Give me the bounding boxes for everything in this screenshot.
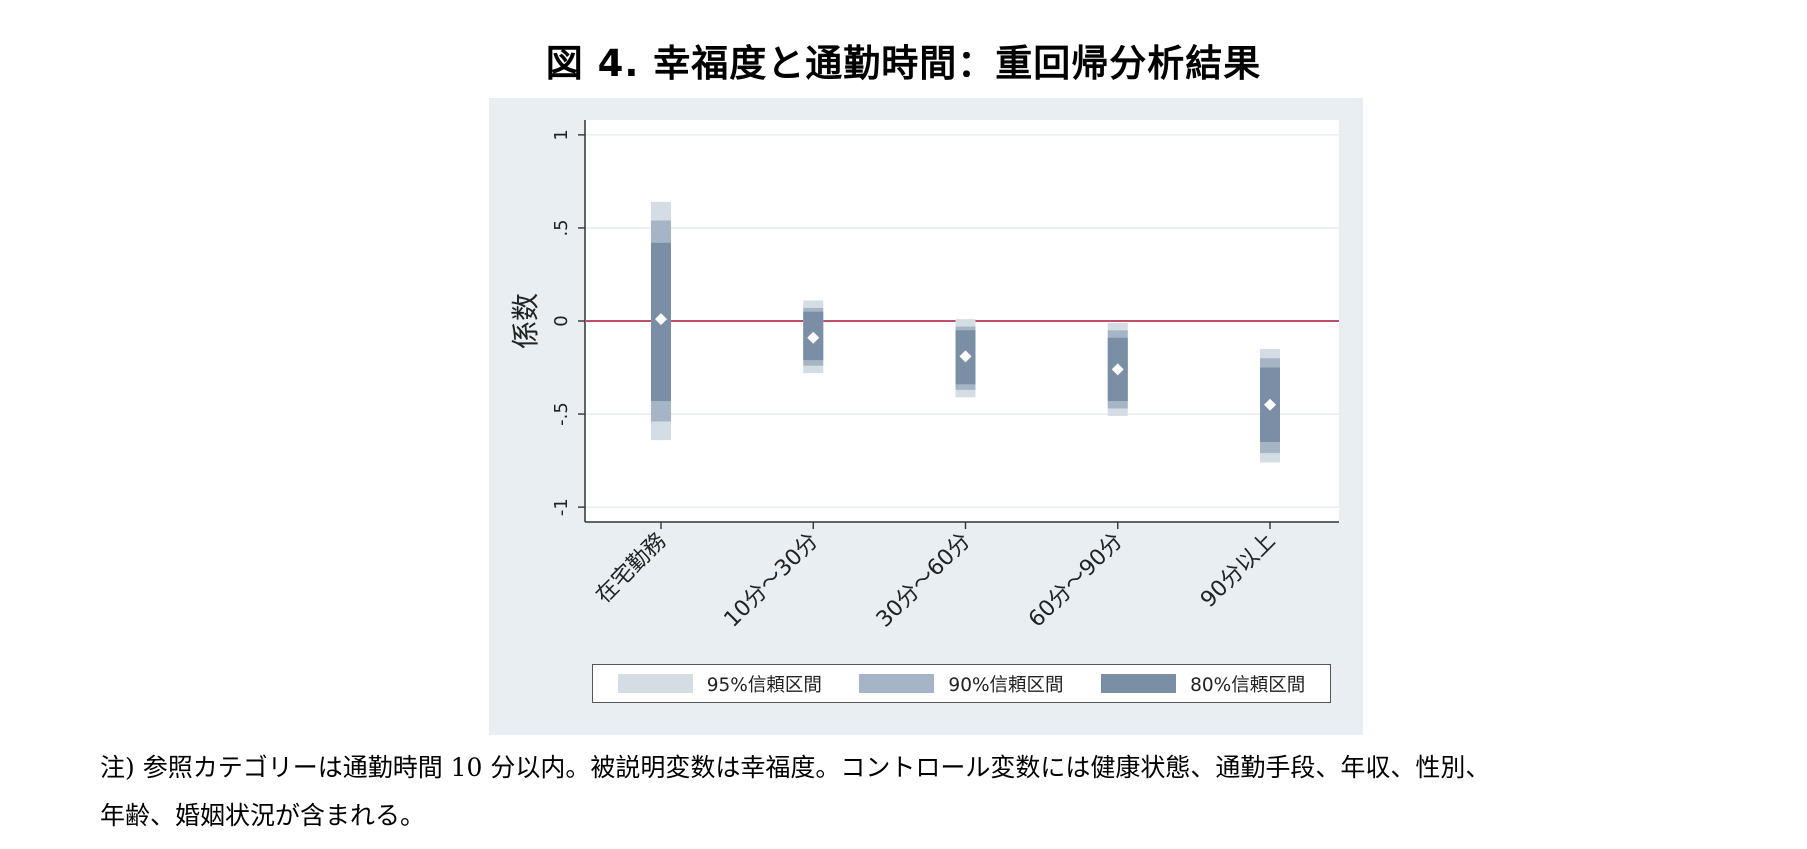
x-tick-label: 10分～30分 (720, 529, 824, 633)
legend-swatch-90 (859, 674, 935, 693)
legend-swatch-80 (1101, 674, 1177, 693)
y-tick-label: 1 (551, 129, 572, 140)
legend-label-95: 95%信頼区間 (706, 674, 822, 696)
y-tick-labels: -1 -.5 0 .5 1 (551, 129, 572, 516)
legend: 95%信頼区間 90%信頼区間 80%信頼区間 (592, 664, 1331, 703)
legend-item-90: 90%信頼区間 (859, 671, 1064, 697)
x-tick-label: 90分以上 (1196, 529, 1280, 613)
coefficient-points (655, 313, 1276, 411)
grid-lines (585, 134, 1339, 508)
legend-item-80: 80%信頼区間 (1101, 671, 1305, 697)
chart-panel: -1 -.5 0 .5 1 在宅勤務 10分～30分 30分～60分 60分～90分 90分以上… (489, 98, 1363, 735)
x-tick-label: 60分～90分 (1024, 529, 1128, 633)
legend-item-95: 95%信頼区間 (617, 671, 822, 697)
x-tick-label: 30分～60分 (872, 529, 976, 633)
coefficient-point (959, 350, 972, 363)
coefficient-point (1111, 363, 1124, 376)
coefficient-point (807, 331, 820, 344)
coefficient-chart: -1 -.5 0 .5 1 在宅勤務 10分～30分 30分～60分 60分～90分 90分以上… (509, 120, 1339, 633)
coefficient-point (655, 313, 667, 326)
figure-note: 注) 参照カテゴリーは通勤時間 10 分以内。被説明変数は幸福度。コントロール変… (100, 744, 1800, 840)
x-tick-labels: 在宅勤務 10分～30分 30分～60分 60分～90分 90分以上 (591, 529, 1280, 633)
y-axis-label: 係数 (509, 293, 542, 349)
legend-label-80: 80%信頼区間 (1190, 674, 1306, 696)
axes (578, 120, 1339, 529)
note-line-1: 注) 参照カテゴリーは通勤時間 10 分以内。被説明変数は幸福度。コントロール変… (100, 753, 1491, 782)
legend-label-90: 90%信頼区間 (948, 674, 1064, 696)
y-tick-label: .5 (551, 219, 572, 236)
legend-swatch-95 (617, 674, 693, 693)
coefficient-point (1264, 398, 1276, 411)
y-tick-label: -1 (551, 498, 572, 516)
y-tick-label: -.5 (551, 402, 572, 426)
x-tick-label: 在宅勤務 (591, 529, 671, 609)
figure-title: 図 4. 幸福度と通勤時間：重回帰分析結果 (545, 42, 1262, 85)
y-tick-label: 0 (551, 315, 572, 326)
note-line-2: 年齢、婚姻状況が含まれる。 (100, 801, 426, 830)
